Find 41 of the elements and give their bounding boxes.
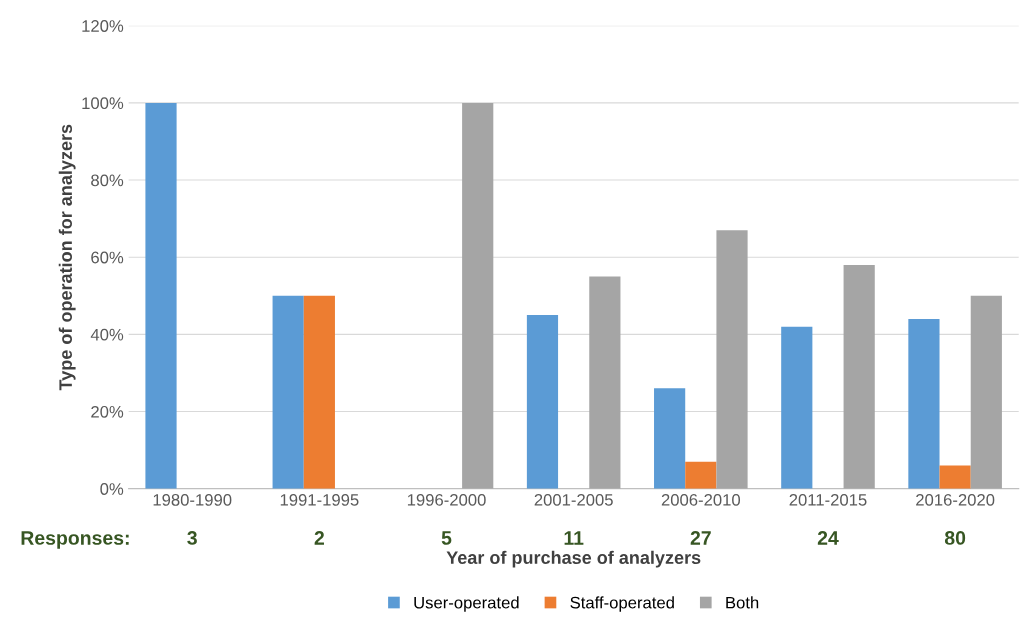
bar [654, 388, 686, 489]
bar [685, 461, 717, 489]
bar [272, 295, 304, 489]
bar [303, 295, 335, 489]
bar [781, 326, 813, 489]
bar [526, 315, 559, 489]
text: 11 [564, 531, 584, 545]
text: 2 [314, 531, 324, 545]
x-tick-label: 2006-2010 [661, 493, 741, 506]
x-tick-label: 1980-1990 [153, 493, 232, 506]
x-tick-label: 1996-2000 [407, 493, 486, 506]
legend-label: User-operated [414, 596, 519, 612]
bar [589, 276, 621, 489]
text: 27 [690, 531, 711, 545]
text: Responses: [21, 531, 129, 549]
legend-label: Both [726, 596, 759, 609]
text: 3 [187, 531, 197, 545]
y-tick-label: 0% [100, 483, 124, 495]
bar [939, 465, 971, 489]
y-tick-label: 80% [91, 174, 124, 187]
y-tick-label: 60% [91, 251, 124, 264]
text: 80 [944, 531, 966, 545]
y-axis-title: Type of operation for analyzers [58, 124, 76, 391]
bar [908, 318, 940, 489]
y-tick-label: 20% [91, 405, 124, 418]
x-tick-label: 2011-2015 [789, 493, 867, 506]
bar [970, 295, 1002, 489]
y-tick-label: 120% [82, 20, 124, 32]
bar [843, 264, 875, 489]
text: 5 [441, 531, 452, 545]
bar [462, 102, 494, 489]
x-axis-title: Year of purchase of analyzers [446, 550, 701, 568]
text: 24 [817, 531, 839, 545]
x-tick-label: 2001-2005 [534, 493, 613, 506]
legend-label: Staff-operated [570, 596, 674, 612]
bar [716, 230, 748, 489]
x-tick-label: 2016-2020 [916, 493, 995, 506]
bar [145, 102, 177, 489]
y-tick-label: 100% [82, 97, 124, 110]
x-tick-label: 1991-1995 [280, 493, 359, 506]
y-tick-label: 40% [90, 328, 124, 341]
